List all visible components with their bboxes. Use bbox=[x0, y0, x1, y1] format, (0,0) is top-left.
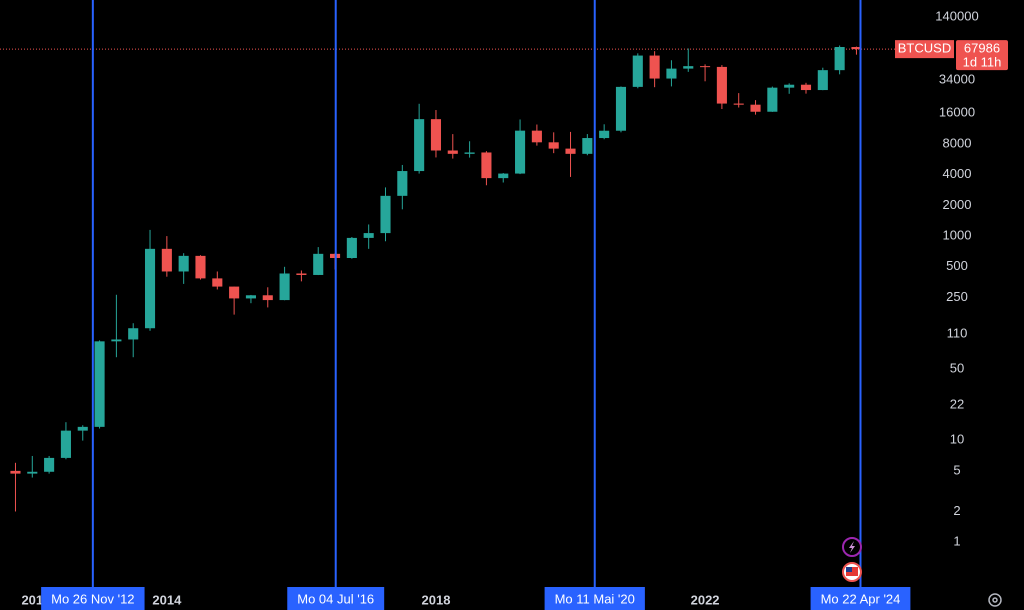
y-tick-label: 500 bbox=[946, 258, 968, 273]
candle-body bbox=[750, 104, 761, 112]
symbol-tag bbox=[895, 40, 954, 59]
candle-body bbox=[229, 286, 240, 299]
candle-body bbox=[700, 66, 711, 68]
candle-body bbox=[111, 339, 122, 342]
candle-body bbox=[800, 84, 812, 91]
y-tick-label: 1 bbox=[953, 534, 960, 549]
candle-body bbox=[178, 255, 189, 272]
candle-body bbox=[414, 119, 425, 172]
price-tag bbox=[956, 40, 1008, 71]
candle-body bbox=[195, 255, 206, 279]
date-label: Mo 26 Nov '12 bbox=[51, 591, 134, 606]
candle-body bbox=[834, 47, 845, 71]
candle-body bbox=[464, 152, 475, 154]
candle-body bbox=[632, 55, 643, 87]
candle-body bbox=[212, 278, 223, 287]
y-tick-label: 5 bbox=[953, 462, 960, 477]
settings-icon[interactable] bbox=[988, 593, 1002, 607]
candle-body bbox=[77, 426, 88, 431]
candle-body bbox=[94, 341, 105, 427]
y-tick-label: 50 bbox=[950, 360, 964, 375]
candle-body bbox=[161, 248, 172, 272]
date-label-box bbox=[544, 587, 645, 610]
candle-body bbox=[262, 295, 273, 301]
y-tick-label: 10 bbox=[950, 432, 964, 447]
date-label-box bbox=[810, 587, 911, 610]
candle-body bbox=[346, 237, 357, 258]
candle-body bbox=[817, 70, 828, 91]
candle-body bbox=[397, 171, 408, 196]
y-tick-label: 1000 bbox=[943, 228, 972, 243]
candle-body bbox=[851, 47, 862, 50]
y-tick-label: 2000 bbox=[943, 197, 972, 212]
candle-body bbox=[716, 66, 727, 104]
y-tick-label: 8000 bbox=[943, 135, 972, 150]
candle-body bbox=[481, 152, 492, 179]
candle-body bbox=[430, 119, 442, 151]
candle-body bbox=[548, 142, 559, 149]
candle-body bbox=[363, 233, 374, 238]
candle-body bbox=[128, 328, 139, 340]
y-tick-label: 2 bbox=[953, 503, 960, 518]
candle-body bbox=[144, 248, 156, 329]
candle-body bbox=[44, 457, 55, 472]
candle-body bbox=[27, 471, 38, 474]
event-icons bbox=[842, 537, 862, 582]
candle-body bbox=[380, 195, 391, 234]
candle-body bbox=[784, 84, 795, 88]
date-label-box bbox=[287, 587, 385, 610]
candle-body bbox=[683, 66, 694, 69]
candle-body bbox=[615, 86, 627, 131]
candle-body bbox=[60, 430, 71, 458]
candle-body bbox=[599, 130, 610, 139]
candle-body bbox=[666, 68, 677, 79]
candle-body bbox=[10, 470, 21, 474]
x-tick-label: 2022 bbox=[691, 592, 720, 607]
y-tick-label: 4000 bbox=[943, 166, 972, 181]
y-tick-label: 16000 bbox=[939, 105, 975, 120]
gear-center bbox=[992, 597, 998, 603]
y-tick-label: 250 bbox=[946, 289, 968, 304]
candle-body bbox=[245, 295, 256, 299]
countdown-label: 1d 11h bbox=[963, 55, 1002, 70]
candle-body bbox=[582, 138, 593, 154]
candle-body bbox=[565, 148, 576, 154]
flag-canton bbox=[846, 567, 852, 572]
last-price-label: 67986 bbox=[964, 41, 1000, 56]
candle-body bbox=[649, 55, 660, 79]
date-label: Mo 22 Apr '24 bbox=[821, 591, 901, 606]
candle-body bbox=[279, 273, 290, 301]
x-tick-label: 201 bbox=[21, 592, 43, 607]
date-label: Mo 04 Jul '16 bbox=[297, 591, 374, 606]
symbol-label: BTCUSD bbox=[898, 41, 951, 56]
candle-body bbox=[515, 130, 526, 174]
x-tick-label: 2018 bbox=[422, 592, 451, 607]
x-tick-label: 2014 bbox=[152, 592, 182, 607]
candle-body bbox=[733, 103, 744, 105]
y-tick-label: 22 bbox=[950, 397, 964, 412]
candle-body bbox=[313, 253, 324, 275]
candle-body bbox=[447, 150, 458, 154]
candle-body bbox=[531, 130, 542, 143]
candle-body bbox=[767, 87, 778, 112]
lightning-glyph bbox=[849, 541, 855, 553]
candle-body bbox=[498, 173, 509, 179]
candle-body bbox=[296, 273, 307, 275]
y-tick-label: 140000 bbox=[935, 9, 978, 24]
date-label: Mo 11 Mai '20 bbox=[555, 591, 635, 606]
date-label-box bbox=[41, 587, 145, 610]
y-tick-label: 34000 bbox=[939, 71, 975, 86]
y-tick-label: 110 bbox=[947, 325, 968, 340]
gear[interactable] bbox=[988, 593, 1002, 607]
